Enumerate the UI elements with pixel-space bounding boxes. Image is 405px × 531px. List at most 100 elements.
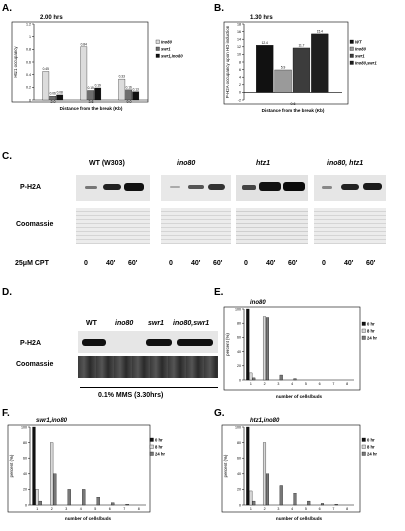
blot-c-timepoint: 60'	[213, 260, 223, 267]
x-tick-label: 4	[291, 382, 293, 386]
y-tick-label: 0.6	[26, 60, 31, 64]
blot-c-band	[124, 183, 144, 191]
y-tick-label: 80	[237, 441, 241, 445]
bar-g	[334, 504, 338, 506]
x-axis-label: number of cells/buds	[65, 516, 112, 521]
x-tick-label: 2	[264, 382, 266, 386]
legend-swatch	[349, 46, 354, 51]
chart-title: ino80	[250, 300, 266, 306]
bar-a	[42, 71, 50, 101]
y-tick-label: 40	[23, 472, 27, 476]
blot-c-band	[188, 185, 204, 189]
legend-label: 24 hr	[155, 451, 165, 456]
x-axis-label: Distance from the break (Kb)	[60, 106, 123, 111]
chart-f-frame	[7, 424, 151, 513]
bar-g	[252, 500, 256, 506]
y-tick-label: 20	[23, 488, 27, 492]
bar-g	[265, 473, 270, 506]
bar-f	[32, 426, 36, 506]
y-tick-label: 20	[237, 364, 241, 368]
blot-d-band	[146, 339, 172, 346]
y-tick-label: 0.8	[26, 48, 31, 52]
x-tick-label: 7	[332, 507, 334, 511]
blot-c-timepoint: 40'	[191, 260, 201, 267]
y-tick-label: 0	[239, 378, 241, 382]
data-label: 12.4	[262, 41, 268, 45]
panel-label-g: G.	[214, 408, 225, 419]
y-axis-label: percent (%)	[9, 454, 14, 477]
x-tick-label: 6	[109, 507, 111, 511]
y-tick-label: 40	[237, 472, 241, 476]
x-tick-label: 2.0	[51, 100, 56, 104]
bar-f	[67, 489, 71, 506]
blot-c-group-htz1: htz1	[256, 160, 270, 167]
legend-label: swr1	[355, 53, 365, 58]
x-tick-label: 8	[138, 507, 140, 511]
blot-c-coomassie-wt	[76, 208, 150, 244]
x-tick-label: 4	[80, 507, 82, 511]
x-tick-label: 2	[51, 507, 53, 511]
legend-swatch	[361, 335, 366, 340]
bar-f	[53, 473, 57, 506]
y-tick-label: 1.2	[26, 22, 31, 26]
y-tick-label: 4	[239, 76, 241, 80]
y-tick-label: 6	[239, 68, 241, 72]
chart-title: 1.30 hrs	[250, 15, 273, 21]
bar-a	[80, 46, 88, 101]
blot-d-treatment: 0.1% MMS (3.30hrs)	[98, 392, 164, 399]
y-tick-label: 8	[239, 60, 241, 64]
blot-c-timepoint: 0	[322, 260, 326, 267]
legend-swatch	[349, 60, 354, 65]
chart-title: 2.00 hrs	[40, 15, 63, 21]
legend-label: 0 hr	[367, 437, 375, 442]
bar-a	[94, 87, 102, 101]
bar-g	[279, 485, 283, 506]
x-tick-label: 9.0	[127, 100, 132, 104]
x-tick-label: 3	[277, 382, 279, 386]
x-tick-label: 7	[123, 507, 125, 511]
blot-c-row-label-ph2a: P-H2A	[20, 184, 42, 191]
panel-label-e: E.	[214, 287, 224, 298]
x-tick-label: 6	[319, 507, 321, 511]
y-tick-label: 12	[237, 45, 241, 49]
panel-label-b: B.	[214, 3, 224, 14]
blot-c-timepoint: 0	[169, 260, 173, 267]
y-tick-label: 20	[237, 488, 241, 492]
blot-c-timepoint: 0	[244, 260, 248, 267]
bar-f	[38, 500, 42, 506]
blot-c-band	[208, 184, 225, 190]
blot-c-band	[363, 183, 382, 190]
blot-c-band	[283, 182, 305, 191]
data-label: 15.4	[317, 29, 323, 33]
data-label: 0.16	[126, 85, 132, 89]
legend-label: WT	[355, 39, 362, 44]
data-label: 0.13	[133, 87, 139, 91]
panel-label-f: F.	[2, 408, 10, 419]
x-tick-label: 5	[305, 382, 307, 386]
bar-g	[249, 490, 253, 506]
blot-c-timepoint: 60'	[366, 260, 376, 267]
blot-d-band	[82, 339, 106, 346]
bar-a	[49, 96, 57, 101]
blot-c-timepoint: 40'	[106, 260, 116, 267]
y-axis-label: P-H2A occupancy upon HO induction	[225, 25, 230, 98]
legend-label: swr1,ino80	[161, 53, 183, 58]
bar-e	[246, 308, 250, 381]
legend-swatch	[361, 451, 366, 456]
bar-a	[56, 94, 64, 101]
blot-d-lane-ino80-swr1: ino80,swr1	[173, 320, 210, 327]
x-tick-label: 1	[36, 507, 38, 511]
blot-d-coomassie	[78, 356, 218, 378]
blot-c-group-ino80-htz1: ino80, htz1	[327, 160, 364, 167]
x-axis-label: number of cells/buds	[276, 516, 323, 521]
x-tick-label: 6	[319, 382, 321, 386]
y-tick-label: 40	[237, 350, 241, 354]
legend-swatch	[361, 328, 366, 333]
blot-c-band	[85, 186, 97, 189]
blot-d-lane-ino80: ino80	[115, 320, 134, 327]
blot-c-group-wt: WT (W303)	[89, 160, 125, 167]
legend-swatch	[349, 39, 354, 44]
y-axis-label: percent (%)	[223, 454, 228, 477]
data-label: 11.7	[298, 43, 304, 47]
